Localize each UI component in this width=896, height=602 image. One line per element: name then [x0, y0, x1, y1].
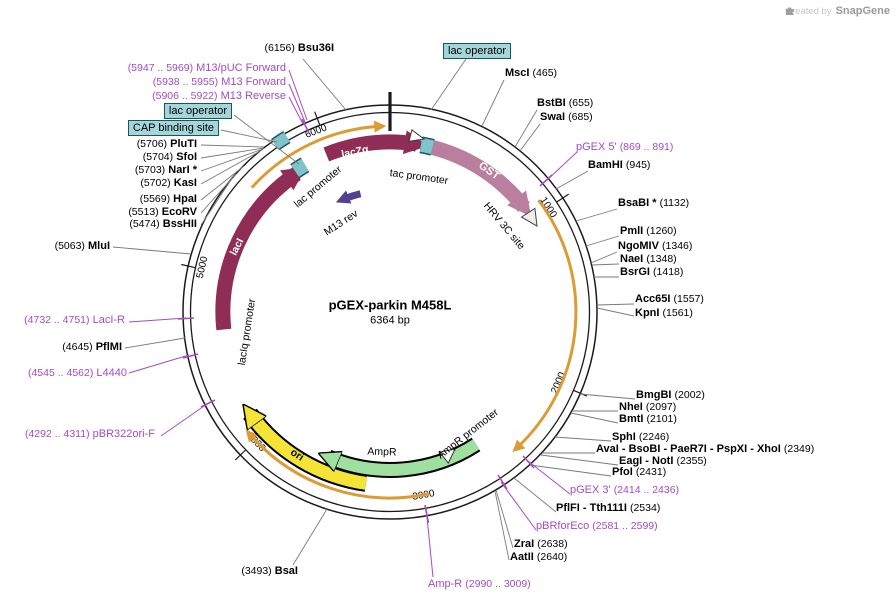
enzyme-label-avai-group: AvaI - BsoBI - PaeR7I - PspXI - XhoI (23… [596, 443, 815, 455]
cap-binding-site-box: CAP binding site [127, 120, 219, 136]
snapgene-logo-icon [786, 7, 795, 15]
laczalpha-feature-arrow [323, 130, 429, 162]
primer-label-m13-forward: (5938 .. 5955) M13 Forward [152, 76, 286, 88]
enzyme-label-hpai: (5569) HpaI [139, 193, 197, 205]
enzyme-label-sphi: SphI (2246) [612, 431, 670, 443]
primer-label-l4440: (4545 .. 4562) L4440 [27, 367, 127, 379]
enzyme-label-bsrgi: BsrGI (1418) [620, 266, 684, 278]
laci-feature-arrow [215, 166, 307, 331]
primer-label-pbrforeco: pBRforEco (2581 .. 2599) [536, 520, 658, 532]
tac-promoter-arrow [408, 128, 426, 143]
enzyme-label-pflfi-tth111i: PflFI - Tth111I (2534) [556, 502, 661, 514]
leader-lines [112, 58, 636, 566]
plasmid-title-block: pGEX-parkin M458L 6364 bp [329, 298, 452, 327]
gene-arcs [245, 120, 578, 500]
primer-label-m13-reverse: (5906 .. 5922) M13 Reverse [152, 90, 286, 102]
primer-leader-lines [128, 69, 578, 578]
ampr-feature-arrow [328, 439, 480, 476]
enzyme-label-ecorv: (5513) EcoRV [128, 206, 197, 218]
enzyme-label-pluti: (5706) PluTI [136, 138, 197, 150]
enzyme-label-zrai: ZraI (2638) [514, 538, 568, 550]
lac-operator-left-box: lac operator [163, 103, 232, 119]
enzyme-label-bsai: (3493) BsaI [241, 565, 298, 577]
feature-arrows [215, 128, 538, 492]
primer-label-pbr322ori-f: (4292 .. 4311) pBR322ori-F [24, 428, 155, 440]
ampr-gene-arc [245, 429, 430, 500]
hrv-3c-site-arrow [520, 207, 538, 228]
enzyme-label-nhei: NheI (2097) [619, 401, 677, 413]
enzyme-label-pfoi: PfoI (2431) [612, 466, 667, 478]
enzyme-label-pflmi: (4645) PflMI [62, 341, 122, 353]
lac-operator-top-box: lac operator [443, 43, 512, 59]
primer-label-pgex-3: pGEX 3' (2414 .. 2436) [570, 484, 680, 496]
enzyme-label-msci: MscI (465) [505, 67, 558, 79]
enzyme-label-bsu36i: (6156) Bsu36I [264, 42, 335, 54]
m13-rev-primer-arrow [335, 190, 362, 204]
feature-label-ampr: AmpR [367, 445, 397, 459]
plasmid-backbone-circle [182, 92, 598, 520]
primer-label-m13-puc-forward: (5947 .. 5969) M13/pUC Forward [127, 62, 286, 74]
upstream-gene-arc [250, 120, 387, 189]
enzyme-label-bmgbi: BmgBI (2002) [636, 389, 705, 401]
ampr-promoter-arrow [438, 448, 456, 465]
watermark-prefix: Created by [785, 5, 832, 17]
enzyme-label-sfoi: (5704) SfoI [142, 151, 197, 163]
enzyme-label-bsshii: (5474) BssHII [129, 218, 197, 230]
enzyme-label-bsabi: BsaBI * (1132) [618, 197, 690, 209]
enzyme-label-nari: (5703) NarI * [134, 164, 197, 176]
lac-operator-band-left [291, 158, 309, 177]
plasmid-size: 6364 bp [370, 314, 410, 327]
enzyme-label-pmli: PmlI (1260) [620, 225, 677, 237]
enzyme-label-mlui: (5063) MluI [54, 240, 110, 252]
enzyme-label-eagi-noti: EagI - NotI (2355) [619, 455, 707, 467]
primer-label-laci-r: (4732 .. 4751) LacI-R [24, 314, 125, 326]
cap-binding-site-band [271, 132, 290, 150]
enzyme-label-swai: SwaI (685) [540, 111, 593, 123]
lac-operator-band-top [419, 137, 435, 155]
enzyme-label-acc65i: Acc65I (1557) [635, 293, 704, 305]
enzyme-label-bstbi: BstBI (655) [537, 97, 594, 109]
enzyme-label-ngomiv: NgoMIV (1346) [618, 240, 693, 252]
ori-feature-arrow [250, 414, 367, 490]
enzyme-label-kpni: KpnI (1561) [635, 307, 693, 319]
primer-label-pgex-5: pGEX 5' (869 .. 891) [576, 141, 674, 153]
enzyme-label-kasi: (5702) KasI [140, 177, 197, 189]
tick-label-5000: 5000 [195, 255, 211, 280]
primer-label-amp-r: Amp-R (2990 .. 3009) [428, 578, 531, 590]
enzyme-label-bmti: BmtI (2101) [619, 413, 677, 425]
gst-feature-arrow [426, 139, 532, 217]
enzyme-label-naei: NaeI (1348) [620, 253, 677, 265]
watermark: Created by SnapGene [785, 5, 890, 17]
watermark-brand: SnapGene [835, 5, 890, 17]
parkin-insert-arc [512, 199, 578, 453]
enzyme-label-bamhi: BamHI (945) [588, 159, 651, 171]
plasmid-name: pGEX-parkin M458L [328, 297, 452, 313]
enzyme-label-aatii: AatII (2640) [510, 551, 568, 563]
